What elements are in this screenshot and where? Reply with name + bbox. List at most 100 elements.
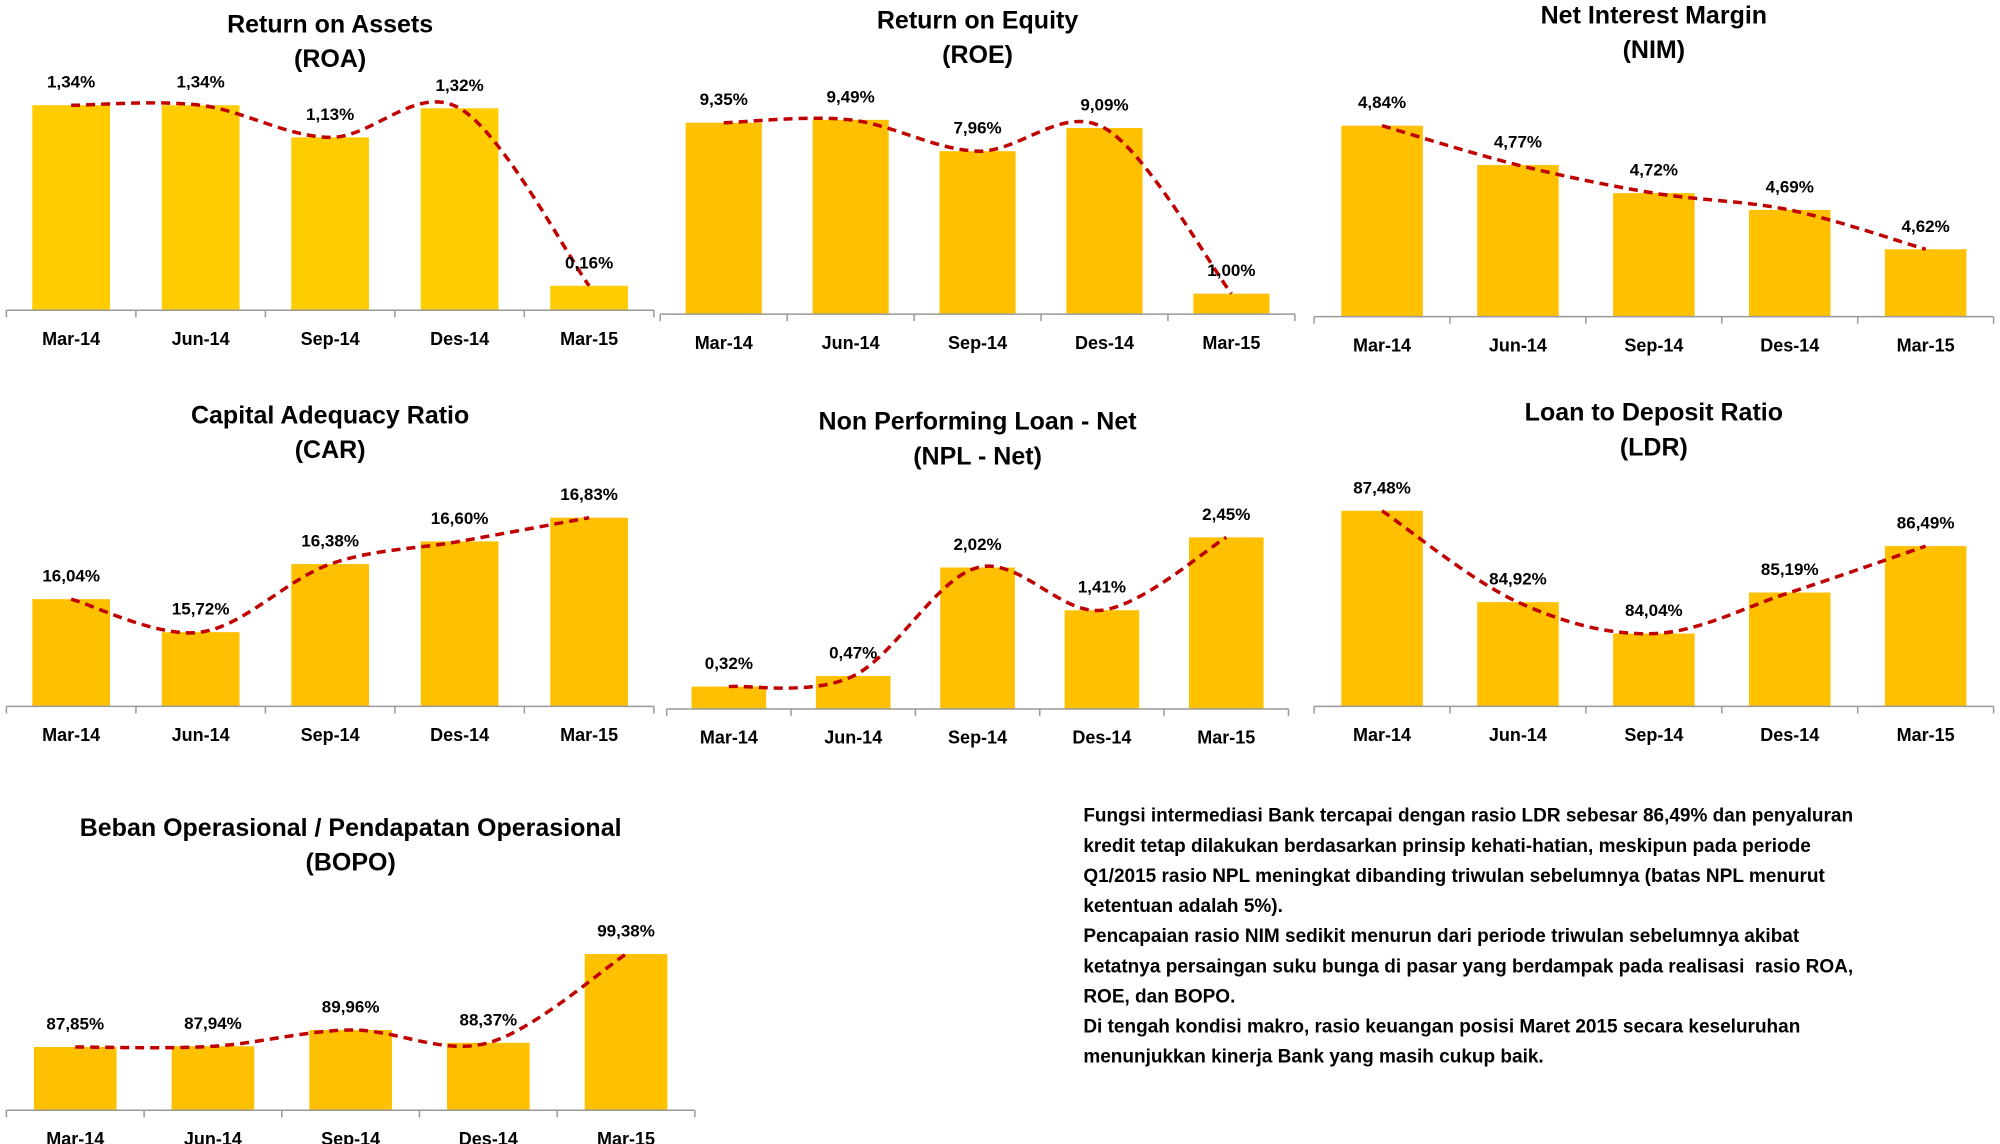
category-label: Mar-15 bbox=[560, 725, 618, 745]
value-label: 9,49% bbox=[827, 87, 875, 106]
chart-title: Return on Equity bbox=[877, 6, 1078, 34]
bar bbox=[1748, 209, 1831, 317]
chart-subtitle: (NIM) bbox=[1623, 36, 1685, 64]
bar bbox=[685, 122, 762, 315]
value-label: 0,16% bbox=[565, 253, 613, 272]
category-label: Mar-14 bbox=[700, 728, 758, 748]
value-label: 89,96% bbox=[322, 997, 380, 1016]
value-label: 1,13% bbox=[306, 105, 354, 124]
value-label: 9,09% bbox=[1080, 96, 1128, 115]
chart-subtitle: (LDR) bbox=[1620, 433, 1688, 461]
commentary-line: ketentuan adalah 5%). bbox=[1083, 896, 1283, 917]
value-label: 16,38% bbox=[301, 532, 359, 551]
commentary-line: ROE, dan BOPO. bbox=[1083, 986, 1235, 1007]
commentary-line: ketatnya persaingan suku bunga di pasar … bbox=[1083, 956, 1853, 977]
category-label: Mar-15 bbox=[1897, 335, 1955, 355]
value-label: 2,45% bbox=[1202, 505, 1250, 524]
category-label: Sep-14 bbox=[321, 1129, 380, 1144]
category-label: Jun-14 bbox=[172, 329, 230, 349]
value-label: 16,04% bbox=[42, 567, 100, 586]
bar bbox=[1748, 592, 1831, 707]
bar bbox=[1613, 193, 1695, 317]
value-label: 16,60% bbox=[431, 509, 489, 528]
category-label: Jun-14 bbox=[184, 1129, 242, 1144]
category-label: Des-14 bbox=[459, 1129, 518, 1144]
value-label: 4,69% bbox=[1766, 177, 1814, 196]
category-label: Mar-14 bbox=[42, 725, 100, 745]
category-label: Sep-14 bbox=[1624, 725, 1683, 745]
value-label: 9,35% bbox=[700, 90, 748, 109]
chart-subtitle: (NPL - Net) bbox=[913, 442, 1042, 470]
category-label: Mar-14 bbox=[1353, 335, 1411, 355]
category-label: Mar-14 bbox=[1353, 725, 1411, 745]
bar bbox=[939, 151, 1016, 315]
bar bbox=[550, 285, 628, 311]
category-label: Mar-15 bbox=[597, 1129, 655, 1144]
bar bbox=[691, 686, 767, 709]
chart-subtitle: (ROA) bbox=[294, 45, 366, 73]
bar bbox=[812, 119, 889, 315]
chart-subtitle: (ROE) bbox=[942, 41, 1013, 69]
category-label: Mar-15 bbox=[1197, 728, 1255, 748]
category-label: Sep-14 bbox=[948, 728, 1007, 748]
bar bbox=[291, 137, 369, 311]
bar bbox=[584, 954, 668, 1111]
value-label: 1,41% bbox=[1078, 578, 1126, 597]
bar bbox=[420, 108, 499, 311]
bar bbox=[1193, 293, 1270, 315]
chart-title: Return on Assets bbox=[227, 10, 433, 38]
commentary-line: menunjukkan kinerja Bank yang masih cuku… bbox=[1083, 1047, 1543, 1068]
bar bbox=[1066, 128, 1143, 315]
bar bbox=[1477, 165, 1559, 317]
category-label: Des-14 bbox=[1075, 333, 1134, 353]
chart-title: Non Performing Loan - Net bbox=[819, 408, 1138, 436]
trend-line bbox=[75, 952, 627, 1050]
value-label: 84,04% bbox=[1625, 601, 1683, 620]
category-label: Mar-14 bbox=[42, 329, 100, 349]
category-label: Sep-14 bbox=[301, 329, 360, 349]
bar bbox=[309, 1029, 392, 1111]
bar bbox=[1188, 537, 1264, 709]
trend-line bbox=[70, 515, 590, 635]
bar bbox=[1341, 125, 1423, 317]
value-label: 7,96% bbox=[953, 119, 1001, 138]
category-label: Mar-15 bbox=[1897, 725, 1955, 745]
value-label: 1,32% bbox=[436, 76, 484, 95]
value-label: 86,49% bbox=[1897, 514, 1955, 533]
value-label: 87,94% bbox=[184, 1014, 242, 1033]
bar bbox=[291, 564, 369, 707]
bar bbox=[161, 105, 240, 311]
category-label: Jun-14 bbox=[822, 333, 880, 353]
chart-subtitle: (CAR) bbox=[295, 436, 366, 464]
category-label: Mar-14 bbox=[695, 333, 753, 353]
value-label: 1,34% bbox=[47, 73, 95, 92]
category-label: Sep-14 bbox=[301, 725, 360, 745]
category-label: Jun-14 bbox=[1489, 725, 1547, 745]
bar bbox=[171, 1046, 255, 1111]
value-label: 0,32% bbox=[705, 654, 753, 673]
commentary-line: Q1/2015 rasio NPL meningkat dibanding tr… bbox=[1083, 866, 1825, 887]
category-label: Des-14 bbox=[430, 725, 489, 745]
value-label: 0,47% bbox=[829, 644, 877, 663]
bar bbox=[1341, 510, 1423, 707]
bar bbox=[815, 676, 891, 709]
bar bbox=[1884, 546, 1967, 707]
category-label: Mar-15 bbox=[1202, 333, 1260, 353]
bar bbox=[32, 599, 110, 707]
commentary-line: kredit tetap dilakukan berdasarkan prins… bbox=[1083, 836, 1810, 857]
value-label: 84,92% bbox=[1489, 570, 1547, 589]
bar bbox=[447, 1042, 530, 1111]
bar bbox=[1613, 633, 1695, 707]
bar bbox=[32, 105, 110, 311]
trend-line bbox=[728, 535, 1228, 690]
trend-line bbox=[1381, 124, 1927, 251]
value-label: 4,72% bbox=[1630, 161, 1678, 180]
category-label: Jun-14 bbox=[1489, 335, 1547, 355]
category-label: Des-14 bbox=[1760, 725, 1819, 745]
chart-title: Loan to Deposit Ratio bbox=[1525, 399, 1783, 427]
category-label: Sep-14 bbox=[948, 333, 1007, 353]
bar bbox=[161, 632, 240, 707]
value-label: 1,34% bbox=[177, 73, 225, 92]
commentary-line: Fungsi intermediasi Bank tercapai dengan… bbox=[1083, 806, 1853, 827]
